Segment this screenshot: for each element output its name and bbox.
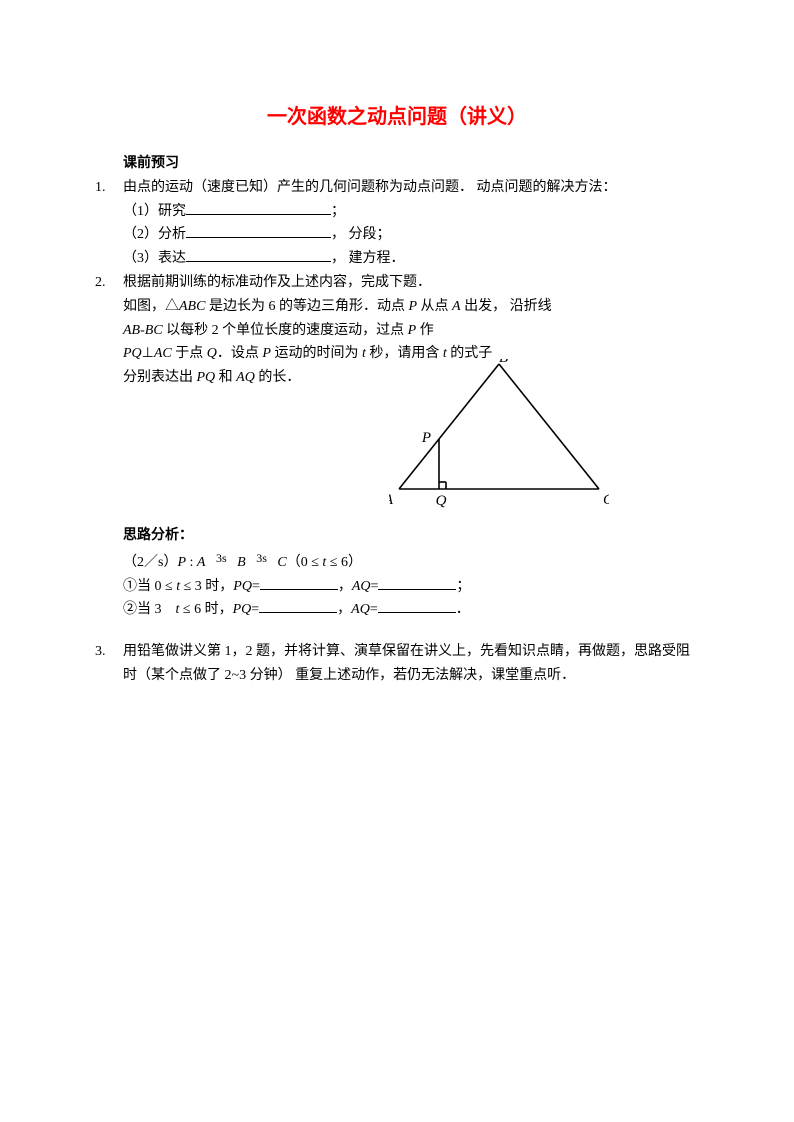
svg-text:P: P <box>421 430 431 446</box>
section-preview: 课前预习 <box>123 152 699 176</box>
blank-fill[interactable] <box>260 576 338 590</box>
q2-line3: AB-BC 以每秒 2 个单位长度的速度运动，过点 P 作 <box>123 319 699 343</box>
question-1: 1. 由点的运动（速度已知）产生的几何问题称为动点问题． 动点问题的解决方法： … <box>95 176 699 271</box>
question-3: 3. 用铅笔做讲义第 1，2 题，并将计算、演草保留在讲义上，先看知识点睛，再做… <box>95 640 699 688</box>
analysis-row3: ②当 3 t ≤ 6 时，PQ=，AQ=． <box>123 598 699 622</box>
svg-text:A: A <box>389 492 394 508</box>
q2-number: 2. <box>95 271 123 622</box>
analysis-label: 思路分析： <box>123 524 699 548</box>
q1-intro: 由点的运动（速度已知）产生的几何问题称为动点问题． 动点问题的解决方法： <box>123 176 699 200</box>
q2-body: 根据前期训练的标准动作及上述内容，完成下题． 如图，△ABC 是边长为 6 的等… <box>123 271 699 622</box>
q1-body: 由点的运动（速度已知）产生的几何问题称为动点问题． 动点问题的解决方法： （1）… <box>123 176 699 271</box>
svg-text:C: C <box>603 492 609 508</box>
blank-fill[interactable] <box>186 201 331 215</box>
q3-number: 3. <box>95 640 123 688</box>
blank-fill[interactable] <box>378 576 456 590</box>
q2-line2: 如图，△ABC 是边长为 6 的等边三角形．动点 P 从点 A 出发， 沿折线 <box>123 295 699 319</box>
q3-body: 用铅笔做讲义第 1，2 题，并将计算、演草保留在讲义上，先看知识点睛，再做题，思… <box>123 640 699 688</box>
analysis-row2: ①当 0 ≤ t ≤ 3 时，PQ=，AQ=； <box>123 575 699 599</box>
q1-number: 1. <box>95 176 123 271</box>
triangle-figure: A B C P Q <box>389 359 609 509</box>
question-2: 2. 根据前期训练的标准动作及上述内容，完成下题． 如图，△ABC 是边长为 6… <box>95 271 699 622</box>
blank-fill[interactable] <box>378 599 456 613</box>
q1-part1: （1）研究； <box>123 200 699 224</box>
q2-line1: 根据前期训练的标准动作及上述内容，完成下题． <box>123 271 699 295</box>
q1-part2: （2）分析， 分段； <box>123 223 699 247</box>
analysis-row1: （2／s）P : A 3s B 3s C（0 ≤ t ≤ 6） <box>123 548 699 575</box>
blank-fill[interactable] <box>259 599 337 613</box>
svg-text:B: B <box>499 359 508 366</box>
blank-fill[interactable] <box>186 224 331 238</box>
q1-part3: （3）表达， 建方程． <box>123 247 699 271</box>
svg-text:Q: Q <box>436 493 447 509</box>
blank-fill[interactable] <box>186 248 331 262</box>
document-title: 一次函数之动点问题（讲义） <box>95 100 699 134</box>
